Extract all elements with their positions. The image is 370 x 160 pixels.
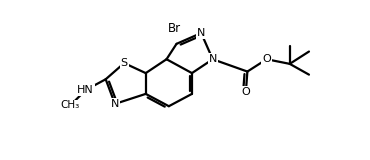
Text: Br: Br bbox=[168, 22, 181, 35]
Text: O: O bbox=[242, 87, 250, 97]
Text: N: N bbox=[209, 54, 217, 64]
Text: N: N bbox=[111, 99, 119, 109]
Text: HN: HN bbox=[77, 85, 94, 95]
Text: N: N bbox=[197, 28, 205, 38]
Text: CH₃: CH₃ bbox=[61, 100, 80, 110]
Text: S: S bbox=[121, 58, 128, 68]
Text: O: O bbox=[262, 54, 271, 64]
